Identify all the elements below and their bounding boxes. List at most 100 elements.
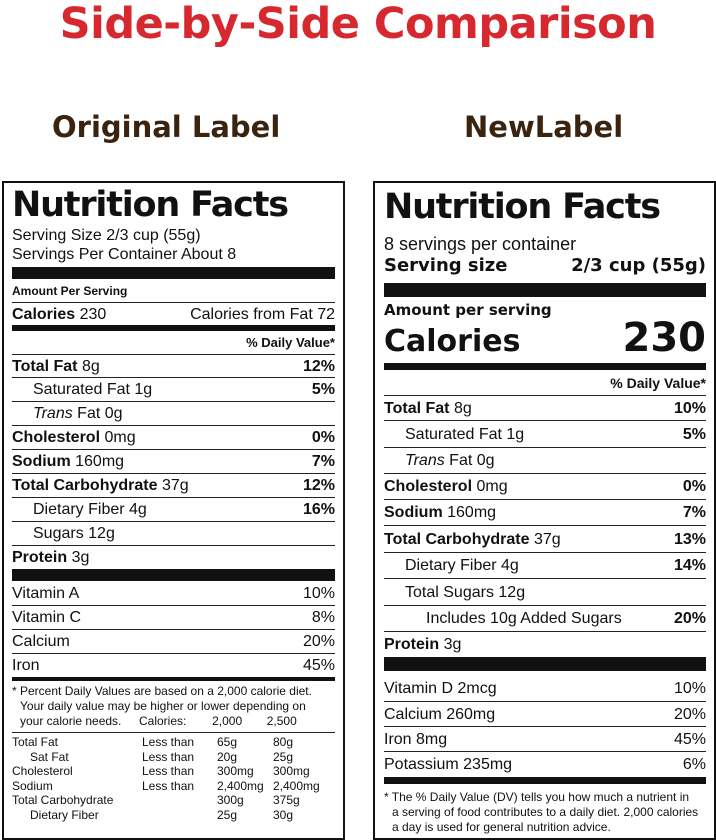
nutrient-dv: 20% — [673, 610, 706, 627]
dv-cell: 375g — [273, 793, 300, 808]
footnote: * The % Daily Value (DV) tells you how m… — [384, 777, 706, 835]
new-label-heading: NewLabel — [464, 110, 624, 144]
nutrient-name: Saturated Fat — [405, 425, 502, 443]
nutrient-amount: 160mg — [447, 504, 497, 521]
dv-table-row: Total Carbohydrate 300g 375g — [12, 793, 335, 808]
nutrient-dv: 7% — [311, 453, 335, 470]
dv-cell: 20g — [217, 749, 238, 764]
vitamin-name: Potassium 235mg — [384, 756, 513, 773]
nutrient-row-total-carbohydrate: Total Carbohydrate 37g 12% — [12, 473, 335, 497]
mid-divider — [12, 325, 335, 331]
nutrient-amount: 8g — [81, 357, 100, 375]
nutrient-name: Sodium — [12, 453, 71, 470]
nutrient-row-trans-fat: Trans Fat 0g — [12, 401, 335, 425]
nutrient-row-dietary-fiber: Dietary Fiber 4g 16% — [12, 497, 335, 521]
vitamin-row: Vitamin C 8% — [12, 605, 335, 629]
daily-value-header: % Daily Value* — [246, 335, 335, 350]
vitamin-dv: 10% — [302, 584, 335, 602]
nutrient-amount: 1g — [134, 381, 153, 398]
footnote-line: your calorie needs. — [20, 714, 122, 728]
new-nutrition-label: Nutrition Facts 8 servings per container… — [373, 181, 716, 840]
thick-divider — [12, 569, 335, 581]
footnote-line: a day is used for general nutrition advi… — [392, 820, 611, 834]
servings-per-container: 8 servings per container — [384, 234, 577, 254]
dv-cell: 2,400mg — [217, 778, 264, 793]
nutrient-row-saturated-fat: Saturated Fat 1g 5% — [12, 377, 335, 401]
vitamin-name: Vitamin A — [12, 584, 80, 602]
nutrient-row-cholesterol: Cholesterol 0mg 0% — [384, 473, 706, 499]
serving-size: Serving Size 2/3 cup (55g) — [12, 227, 201, 244]
nutrient-row-total-carbohydrate: Total Carbohydrate 37g 13% — [384, 525, 706, 552]
nutrient-name: Sugars — [33, 525, 84, 542]
nutrient-row-saturated-fat: Saturated Fat 1g 5% — [384, 420, 706, 447]
nutrient-row-total-sugars: Total Sugars 12g — [384, 578, 706, 605]
original-nutrition-label: Nutrition Facts Serving Size 2/3 cup (55… — [2, 181, 345, 840]
dv-table-header: 2,500 — [266, 714, 297, 728]
nutrient-name: Trans — [405, 452, 445, 469]
dv-cell: 300g — [217, 793, 244, 808]
vitamin-row: Vitamin D 2mcg 10% — [384, 671, 706, 701]
nutrient-name: Dietary Fiber — [33, 501, 125, 518]
nutrient-row-protein: Protein 3g — [12, 545, 335, 569]
calories-value: 230 — [79, 305, 107, 323]
daily-values-table: Total Fat Less than 65g 80g Sat Fat Less tha… — [12, 732, 335, 823]
dv-cell: 25g — [217, 807, 238, 822]
dv-cell: Less than — [142, 764, 195, 779]
nutrient-row-sodium: Sodium 160mg 7% — [384, 499, 706, 525]
nutrient-amount: 0mg — [104, 429, 136, 446]
dv-table-header: Calories: — [138, 714, 187, 728]
footnote-line: * The % Daily Value (DV) tells you how m… — [384, 790, 690, 804]
dv-cell: Less than — [142, 735, 195, 749]
nutrient-name: Cholesterol — [384, 478, 473, 495]
dv-cell: Cholesterol — [12, 764, 73, 779]
nutrient-name: Saturated Fat — [33, 381, 130, 398]
nutrient-row-sugars: Sugars 12g — [12, 521, 335, 545]
daily-value-header: % Daily Value* — [610, 375, 706, 391]
nutrient-name: Protein — [384, 636, 440, 653]
nutrient-dv: 14% — [673, 557, 706, 574]
dv-cell: Total Fat — [12, 735, 59, 749]
nutrient-row-trans-fat: Trans Fat 0g — [384, 447, 706, 473]
nutrient-row-added-sugars: Includes 10g Added Sugars 20% — [384, 605, 706, 631]
page-title: Side-by-Side Comparison — [59, 0, 657, 49]
nutrient-amount: 12g — [88, 525, 115, 542]
nutrient-dv: 0% — [311, 429, 335, 446]
nutrient-name: Cholesterol — [12, 429, 101, 446]
vitamin-row: Iron 45% — [12, 653, 335, 677]
vitamin-row: Potassium 235mg 6% — [384, 751, 706, 777]
footnote-line: Your daily value may be higher or lower … — [20, 699, 306, 713]
nutrient-dv: 12% — [302, 477, 335, 494]
footnote-line: a serving of food contributes to a daily… — [392, 805, 699, 819]
calories-from-fat: Calories from Fat 72 — [190, 305, 335, 323]
nutrient-name: Total Fat — [384, 399, 450, 417]
nutrient-amount: 8g — [453, 399, 472, 417]
thick-divider — [384, 283, 706, 297]
dv-cell: Sat Fat — [30, 749, 69, 764]
nutrition-facts-title: Nutrition Facts — [12, 185, 289, 225]
serving-size-value: 2/3 cup (55g) — [571, 255, 706, 276]
nutrient-amount: 37g — [161, 477, 189, 494]
dv-cell: Sodium — [12, 778, 53, 793]
vitamin-row: Iron 8mg 45% — [384, 726, 706, 751]
nutrient-row-total-fat: Total Fat 8g 12% — [12, 354, 335, 377]
nutrient-amount: 37g — [533, 530, 561, 548]
calories-row: Calories 230 Calories from Fat 72 — [12, 302, 335, 325]
vitamin-name: Iron 8mg — [384, 730, 448, 748]
nutrient-dv: 10% — [673, 399, 706, 417]
nutrient-name: Total Sugars — [405, 583, 494, 601]
nutrient-name: Total Carbohydrate — [384, 530, 530, 548]
amount-per-serving: Amount per serving — [384, 301, 552, 319]
nutrient-row-protein: Protein 3g — [384, 631, 706, 657]
nutrient-name: Protein — [12, 549, 68, 566]
nutrient-amount: 3g — [71, 549, 90, 566]
dv-cell: 300mg — [273, 764, 310, 779]
vitamin-dv: 10% — [673, 679, 706, 697]
dv-table-row: Total Fat Less than 65g 80g — [12, 735, 335, 750]
nutrient-amount: Fat 0g — [77, 405, 123, 422]
vitamin-row: Vitamin A 10% — [12, 581, 335, 605]
vitamin-dv: 45% — [302, 657, 335, 674]
nutrient-row-dietary-fiber: Dietary Fiber 4g 14% — [384, 552, 706, 578]
vitamin-dv: 20% — [302, 633, 335, 650]
nutrient-amount: 4g — [129, 501, 147, 518]
vitamin-row: Calcium 260mg 20% — [384, 701, 706, 726]
